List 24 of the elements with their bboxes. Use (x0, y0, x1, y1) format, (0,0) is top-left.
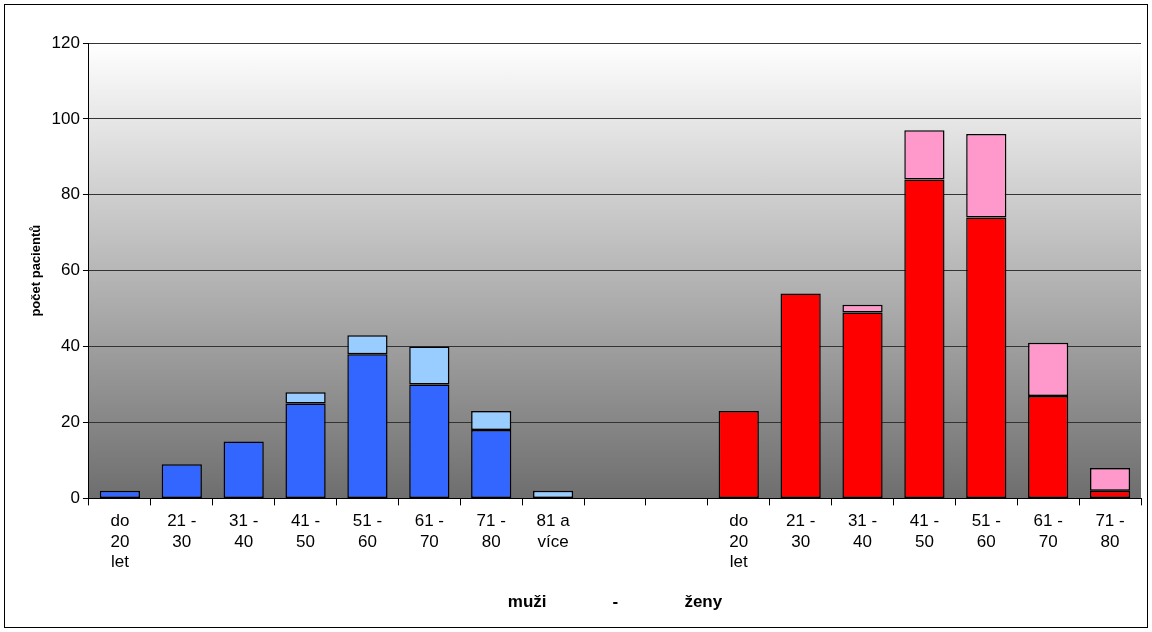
x-tick-label: 61 - 70 (1033, 511, 1063, 551)
x-axis-title: muži - ženy (507, 592, 723, 612)
y-axis-title: počet pacientů (28, 224, 44, 317)
x-tick-label: 21 - 30 (785, 511, 816, 551)
x-tick-label: 31 - 40 (229, 511, 259, 551)
y-tick-label: 60 (61, 260, 80, 280)
y-tick-label: 120 (51, 32, 80, 52)
x-tick-label: 71 - 80 (476, 511, 506, 551)
x-tick-label: 61 - 70 (414, 511, 444, 551)
x-tick-label: 51 - 60 (971, 511, 1001, 551)
x-tick-label: 81 a více (536, 511, 571, 551)
x-tick-label: 41 - 50 (290, 511, 321, 551)
x-tick-label: 21 - 30 (167, 511, 197, 551)
y-tick-label: 40 (61, 336, 80, 356)
x-tick-label: do 20 let (110, 511, 130, 572)
y-tick-label: 0 (70, 488, 80, 508)
y-tick-label: 100 (51, 108, 80, 128)
y-tick-label: 80 (61, 184, 80, 204)
x-tick-label: do 20 let (729, 511, 749, 572)
x-tick-label: 51 - 60 (352, 511, 383, 551)
x-tick-label: 31 - 40 (847, 511, 878, 551)
x-tick-label: 41 - 50 (909, 511, 940, 551)
y-tick-label: 20 (61, 412, 80, 432)
x-tick-label: 71 - 80 (1095, 511, 1125, 551)
